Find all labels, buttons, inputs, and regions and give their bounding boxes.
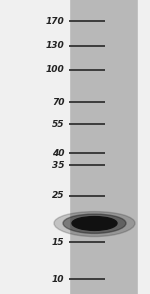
Text: 15: 15	[52, 238, 64, 247]
Text: 100: 100	[46, 65, 64, 74]
Ellipse shape	[72, 217, 117, 230]
Text: 170: 170	[46, 17, 64, 26]
Bar	[0, 0, 69, 294]
Ellipse shape	[54, 212, 135, 237]
Text: 35: 35	[52, 161, 64, 170]
Text: 40: 40	[52, 148, 64, 158]
Bar	[138, 0, 150, 294]
Text: 130: 130	[46, 41, 64, 50]
Ellipse shape	[63, 214, 126, 233]
Text: 55: 55	[52, 120, 64, 128]
Text: 10: 10	[52, 275, 64, 284]
Text: 70: 70	[52, 98, 64, 107]
Text: 25: 25	[52, 191, 64, 200]
